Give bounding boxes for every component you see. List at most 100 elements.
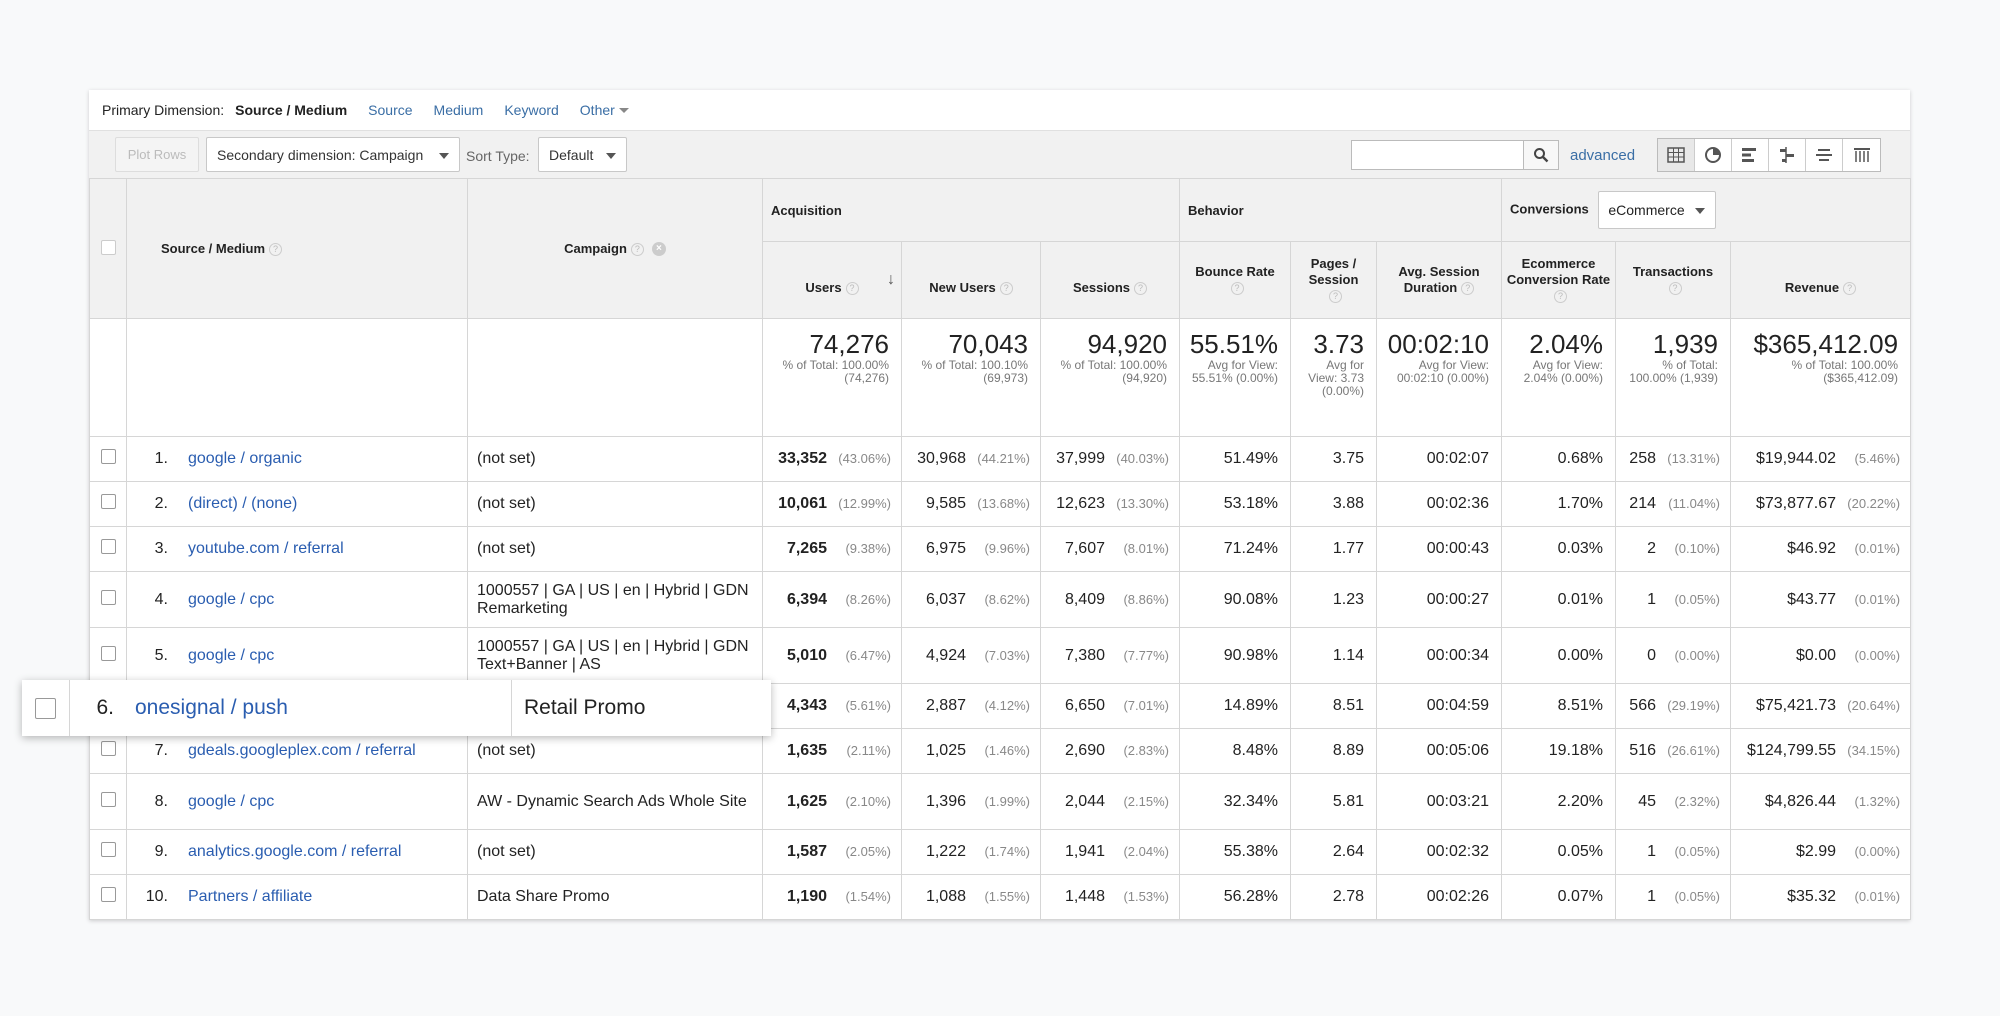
sessions-header[interactable]: Sessions? <box>1040 241 1180 319</box>
users-header[interactable]: Users? ↓ <box>762 241 902 319</box>
table-view-icon[interactable] <box>1658 139 1695 171</box>
source-link[interactable]: youtube.com / referral <box>188 540 344 557</box>
table-search-input[interactable] <box>1351 140 1525 170</box>
help-icon[interactable]: ? <box>1329 290 1342 304</box>
advanced-filter-link[interactable]: advanced <box>1570 147 1636 164</box>
term-cloud-icon[interactable] <box>1806 139 1843 171</box>
row-checkbox-cell[interactable] <box>89 481 127 527</box>
help-icon[interactable]: ? <box>630 242 644 256</box>
new-users-header[interactable]: New Users? <box>901 241 1041 319</box>
row-checkbox[interactable] <box>100 449 116 464</box>
acquisition-group-header: Acquisition <box>762 178 1180 242</box>
ecommerce-conversion-rate-cell: 0.03% <box>1501 526 1616 572</box>
users-cell: 1,625 (2.10%) <box>762 773 902 830</box>
ecommerce-conversion-rate-header[interactable]: Ecommerce Conversion Rate? <box>1501 241 1616 319</box>
bounce-rate-cell: 71.24% <box>1179 526 1291 572</box>
source-link[interactable]: google / organic <box>188 450 302 467</box>
secondary-dimension-select[interactable]: Secondary dimension: Campaign <box>206 137 460 172</box>
chevron-down-icon <box>618 107 629 113</box>
row-checkbox[interactable] <box>100 494 116 509</box>
pivot-view-icon[interactable] <box>1843 139 1880 171</box>
highlighted-row[interactable]: 6. onesignal / push Retail Promo <box>22 680 771 736</box>
total-avg-session-duration: 00:02:10 Avg for View: 00:02:10 (0.00%) <box>1376 318 1502 437</box>
pie-view-icon[interactable] <box>1695 139 1732 171</box>
transactions-cell: 1 (0.05%) <box>1615 874 1731 920</box>
source-link[interactable]: google / cpc <box>188 792 275 810</box>
campaign-cell: (not set) <box>467 526 763 572</box>
source-link[interactable]: onesignal / push <box>135 696 288 719</box>
sessions-header-label: Sessions <box>1072 280 1131 295</box>
campaign-cell: (not set) <box>467 829 763 875</box>
row-index: 9. <box>154 843 168 860</box>
help-icon[interactable]: ? <box>1461 282 1475 296</box>
row-checkbox[interactable] <box>100 791 116 807</box>
transactions-header[interactable]: Transactions? <box>1615 241 1731 319</box>
source-medium-header[interactable]: Source / Medium? <box>126 178 468 319</box>
source-link[interactable]: Partners / affiliate <box>188 888 313 905</box>
help-icon[interactable]: ? <box>1230 282 1244 296</box>
source-link[interactable]: google / cpc <box>188 590 275 608</box>
highlighted-row-checkbox-cell[interactable] <box>22 680 70 736</box>
row-checkbox-cell[interactable] <box>89 436 127 482</box>
source-link[interactable]: analytics.google.com / referral <box>188 843 402 860</box>
comparison-view-icon[interactable] <box>1769 139 1806 171</box>
transactions-cell: 1 (0.05%) <box>1615 571 1731 628</box>
row-checkbox-cell[interactable] <box>89 627 127 684</box>
source-link[interactable]: google / cpc <box>188 646 275 664</box>
remove-secondary-dimension-icon[interactable]: × <box>651 242 666 257</box>
search-button[interactable] <box>1523 140 1559 170</box>
dimension-medium-link[interactable]: Medium <box>433 102 484 118</box>
help-icon[interactable]: ? <box>1843 282 1857 296</box>
revenue-header[interactable]: Revenue? <box>1729 241 1912 319</box>
campaign-cell: Data Share Promo <box>467 874 763 920</box>
row-checkbox[interactable] <box>100 887 116 902</box>
row-checkbox-cell[interactable] <box>89 829 127 875</box>
pages-session-cell: 1.23 <box>1290 571 1377 628</box>
row-checkbox-cell[interactable] <box>89 526 127 572</box>
source-link[interactable]: gdeals.googleplex.com / referral <box>188 742 416 759</box>
dimension-other-dropdown[interactable]: Other <box>580 102 629 118</box>
ecommerce-conversion-rate-cell: 0.01% <box>1501 571 1616 628</box>
row-checkbox[interactable] <box>100 589 116 605</box>
bounce-rate-header[interactable]: Bounce Rate? <box>1179 241 1291 319</box>
row-checkbox[interactable] <box>100 741 116 756</box>
help-icon[interactable]: ? <box>269 242 283 256</box>
row-checkbox[interactable] <box>100 842 116 857</box>
avg-session-duration-cell: 00:03:21 <box>1376 773 1502 830</box>
table-body: 1. google / organic (not set) 33,352 (43.06%… <box>89 436 1912 920</box>
help-icon[interactable]: ? <box>1668 282 1682 296</box>
pages-session-header[interactable]: Pages / Session? <box>1290 241 1377 319</box>
dimension-source-link[interactable]: Source <box>368 102 413 118</box>
sessions-cell: 7,607 (8.01%) <box>1040 526 1180 572</box>
new-users-cell: 30,968 (44.21%) <box>901 436 1041 482</box>
source-link[interactable]: (direct) / (none) <box>188 495 298 512</box>
conversions-select-value: eCommerce <box>1608 202 1685 218</box>
sort-type-select[interactable]: Default <box>538 137 627 172</box>
sessions-cell: 12,623 (13.30%) <box>1040 481 1180 527</box>
row-checkbox-cell[interactable] <box>89 874 127 920</box>
select-all-checkbox[interactable] <box>100 239 116 255</box>
new-users-cell: 1,222 (1.74%) <box>901 829 1041 875</box>
conversions-select[interactable]: eCommerce <box>1598 191 1717 229</box>
row-checkbox[interactable] <box>35 697 56 719</box>
row-checkbox-cell[interactable] <box>89 571 127 628</box>
avg-session-duration-header-label: Avg. Session Duration <box>1398 264 1480 295</box>
bounce-rate-cell: 53.18% <box>1179 481 1291 527</box>
help-icon[interactable]: ? <box>845 282 859 296</box>
dimension-keyword-link[interactable]: Keyword <box>504 102 559 118</box>
row-checkbox[interactable] <box>100 539 116 554</box>
help-icon[interactable]: ? <box>1134 282 1148 296</box>
help-icon[interactable]: ? <box>1554 290 1567 304</box>
select-all-cell[interactable] <box>89 178 127 319</box>
avg-session-duration-header[interactable]: Avg. Session Duration? <box>1376 241 1502 319</box>
transactions-header-label: Transactions <box>1632 264 1714 279</box>
row-checkbox-cell[interactable] <box>89 773 127 830</box>
help-icon[interactable]: ? <box>999 282 1013 296</box>
campaign-header[interactable]: Campaign? × <box>467 178 763 319</box>
row-checkbox[interactable] <box>100 645 116 661</box>
performance-view-icon[interactable] <box>1732 139 1769 171</box>
plot-rows-button[interactable]: Plot Rows <box>115 137 199 172</box>
revenue-cell: $19,944.02 (5.46%) <box>1729 436 1912 482</box>
total-pages-session: 3.73 Avg for View: 3.73 (0.00%) <box>1290 318 1377 437</box>
conversions-group-header: Conversions eCommerce <box>1500 178 1912 242</box>
